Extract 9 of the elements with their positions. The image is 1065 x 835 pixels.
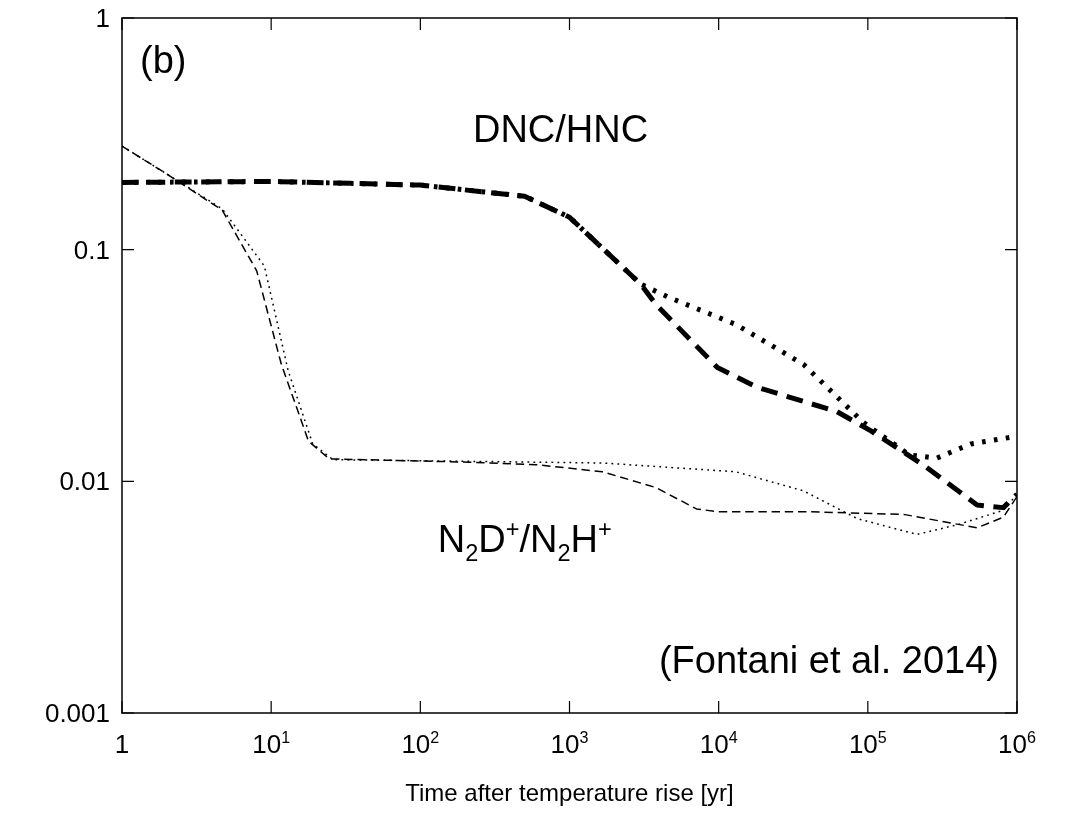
annotation: (Fontani et al. 2014)	[658, 639, 999, 681]
annotation: DNC/HNC	[472, 108, 649, 151]
annotation: (b)	[140, 39, 187, 81]
y-tick-label: 0.1	[73, 234, 111, 265]
x-tick-label: 1	[114, 729, 130, 759]
x-axis-title: Time after temperature rise [yr]	[405, 779, 734, 806]
y-tick-label: 0.001	[44, 698, 111, 728]
y-tick-label: 0.01	[59, 466, 111, 497]
y-tick-label: 1	[95, 3, 111, 33]
